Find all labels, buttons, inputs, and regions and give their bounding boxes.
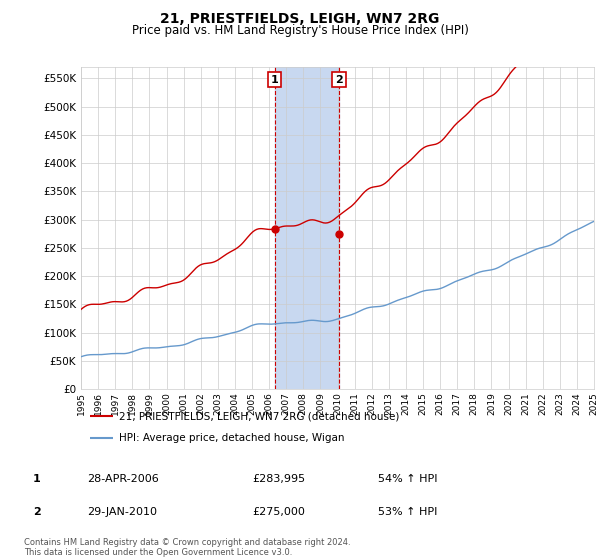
Text: 21, PRIESTFIELDS, LEIGH, WN7 2RG (detached house): 21, PRIESTFIELDS, LEIGH, WN7 2RG (detach… [119,411,399,421]
Text: 29-JAN-2010: 29-JAN-2010 [87,507,157,517]
Text: £283,995: £283,995 [252,474,305,484]
Text: 1: 1 [271,74,278,85]
Text: 28-APR-2006: 28-APR-2006 [87,474,159,484]
Text: 54% ↑ HPI: 54% ↑ HPI [378,474,437,484]
Text: 2: 2 [33,507,40,517]
Text: 2: 2 [335,74,343,85]
Text: Price paid vs. HM Land Registry's House Price Index (HPI): Price paid vs. HM Land Registry's House … [131,24,469,36]
Text: 21, PRIESTFIELDS, LEIGH, WN7 2RG: 21, PRIESTFIELDS, LEIGH, WN7 2RG [160,12,440,26]
Text: 53% ↑ HPI: 53% ↑ HPI [378,507,437,517]
Text: 1: 1 [33,474,40,484]
Text: Contains HM Land Registry data © Crown copyright and database right 2024.
This d: Contains HM Land Registry data © Crown c… [24,538,350,557]
Text: HPI: Average price, detached house, Wigan: HPI: Average price, detached house, Wiga… [119,433,344,443]
Text: £275,000: £275,000 [252,507,305,517]
Bar [275,67,339,389]
